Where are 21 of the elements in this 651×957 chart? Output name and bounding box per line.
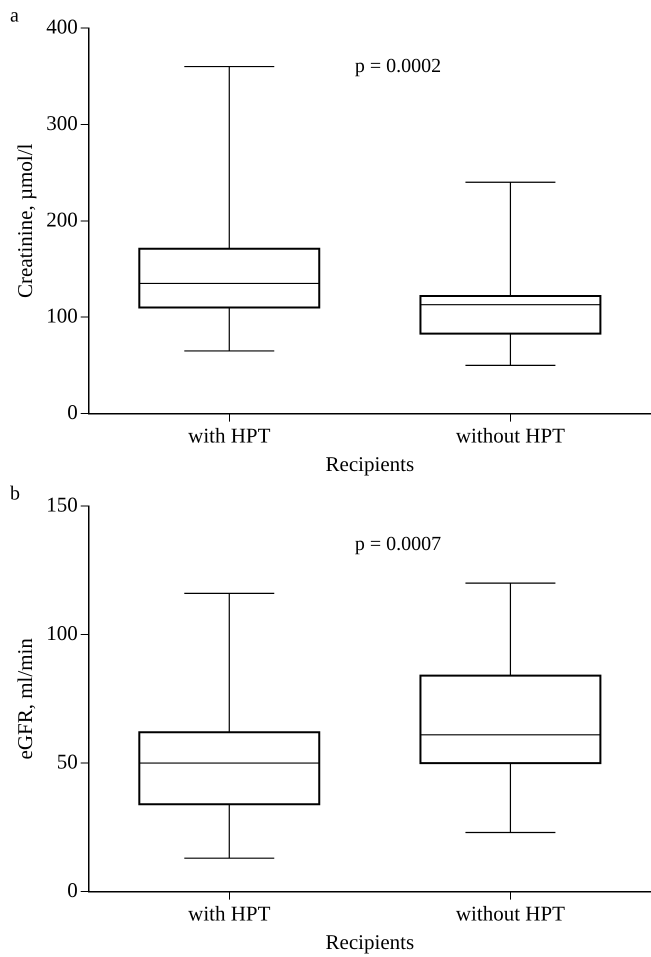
annotation: p = 0.0007 — [354, 532, 442, 555]
chart-title: a — [10, 4, 19, 26]
y-tick-label: 100 — [46, 304, 78, 328]
y-tick-label: 300 — [46, 110, 78, 135]
y-tick-label: 200 — [46, 207, 78, 232]
y-axis-title: Creatinine, µmol/l — [13, 143, 38, 298]
x-tick-label: without HPT — [456, 424, 566, 448]
y-axis-title: eGFR, ml/min — [13, 638, 38, 760]
x-tick-label: without HPT — [456, 902, 566, 926]
y-tick-label: 400 — [46, 14, 78, 39]
x-axis-title: Recipients — [326, 452, 414, 476]
y-tick-label: 50 — [56, 750, 78, 774]
y-tick-label: 150 — [46, 492, 78, 517]
y-tick-label: 0 — [67, 878, 78, 902]
annotation: p = 0.0002 — [354, 54, 442, 77]
x-axis-title: Recipients — [326, 930, 414, 954]
y-tick-label: 0 — [67, 400, 78, 424]
y-tick-label: 100 — [46, 621, 78, 646]
chart-title: b — [10, 482, 20, 504]
x-tick-label: with HPT — [188, 424, 271, 448]
x-tick-label: with HPT — [188, 902, 271, 926]
